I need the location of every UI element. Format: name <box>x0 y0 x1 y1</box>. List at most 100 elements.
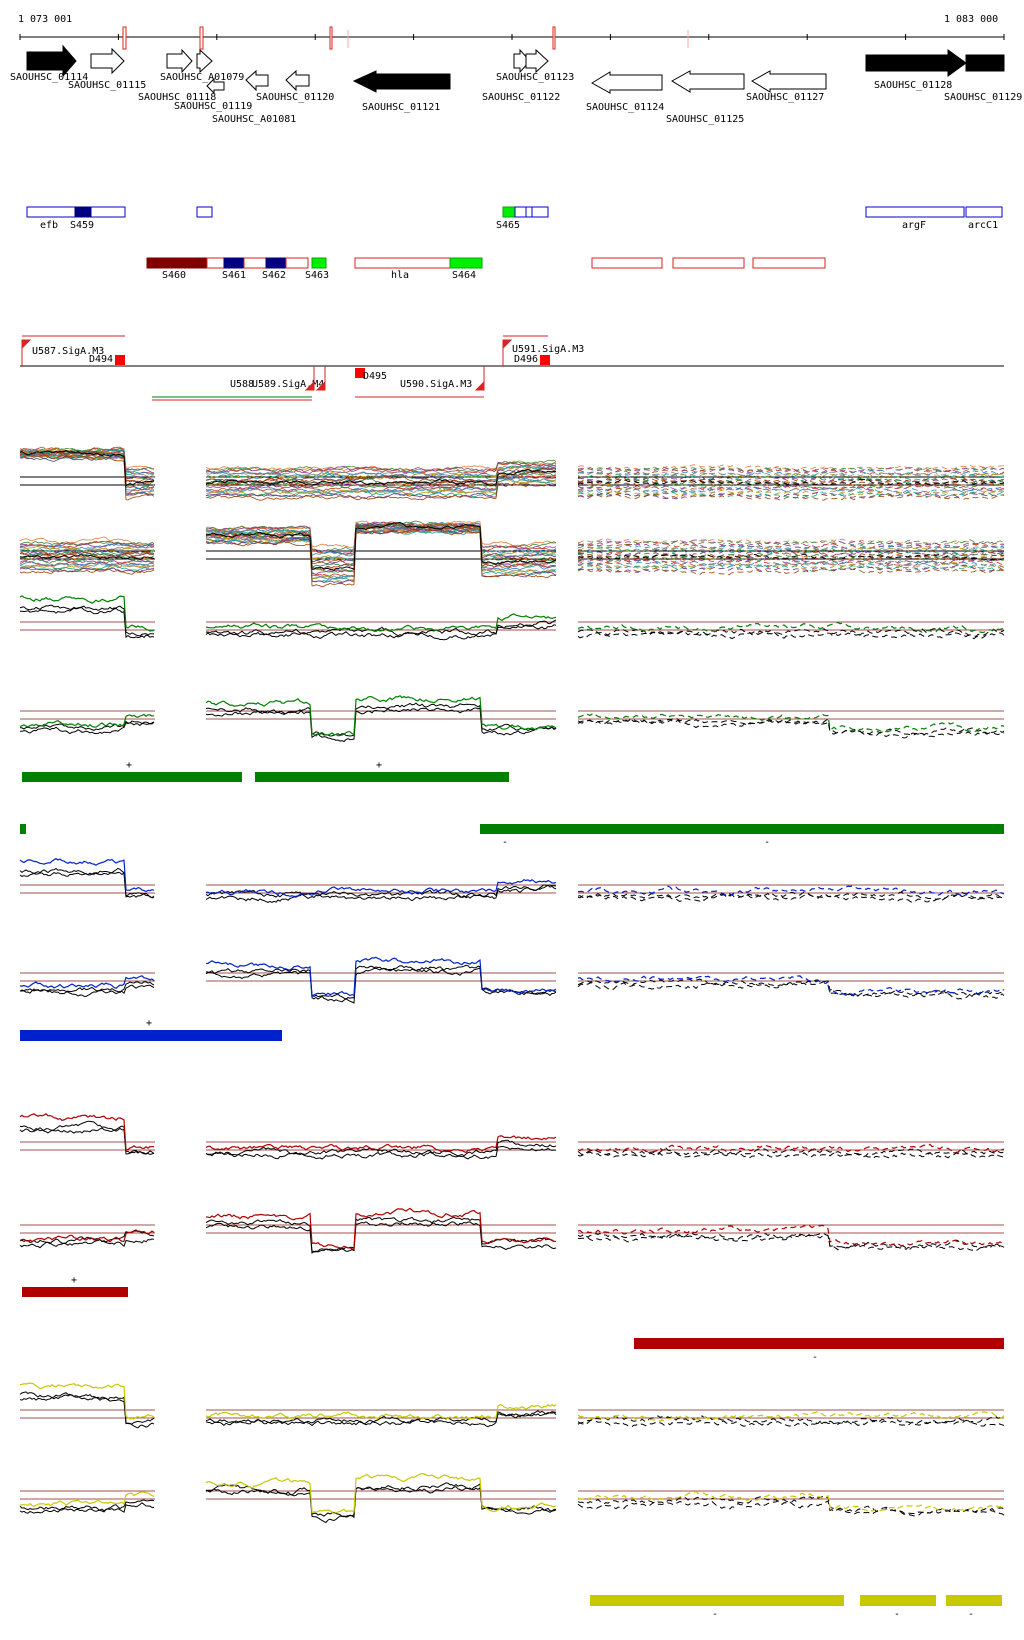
gene-arrow-01129[interactable] <box>965 54 1005 72</box>
condition-mark-yellow-2: - <box>894 1609 900 1620</box>
segment-r2[interactable] <box>672 257 745 269</box>
coord-start: 1 073 001 <box>18 14 72 25</box>
expression-panel <box>19 694 1005 743</box>
segment-r3[interactable] <box>752 257 826 269</box>
gene-label-01120: SAOUHSC_01120 <box>256 92 334 103</box>
condition-bar-blue-1[interactable] <box>20 1030 282 1041</box>
promoter-label-U588: U588 <box>230 379 254 390</box>
expression-panel <box>19 446 1005 501</box>
expression-tracks <box>19 446 1005 1524</box>
condition-mark-yellow-1: - <box>712 1609 718 1620</box>
gene-arrow-01124[interactable] <box>591 71 663 94</box>
expression-panel <box>19 520 1005 588</box>
gene-label-01128: SAOUHSC_01128 <box>874 80 952 91</box>
gene-label-A01079: SAOUHSC_A01079 <box>160 72 244 83</box>
gene-arrow-01128[interactable] <box>865 49 967 77</box>
segment-label-S459: S459 <box>70 220 94 231</box>
gene-track: SAOUHSC_01114 SAOUHSC_01115 SAOUHSC_0111… <box>10 44 1022 125</box>
gene-label-A01081: SAOUHSC_A01081 <box>212 114 296 125</box>
segment-arcC1[interactable] <box>965 206 1003 218</box>
expression-panel <box>19 1472 1005 1524</box>
terminator-label-D496: D496 <box>514 354 538 365</box>
terminator-label-D494: D494 <box>89 354 113 365</box>
gene-label-01127: SAOUHSC_01127 <box>746 92 824 103</box>
condition-bar-yellow-1[interactable] <box>590 1595 844 1606</box>
promoter-label-U589: U589.SigA.M4 <box>252 379 324 390</box>
gene-label-01123: SAOUHSC_01123 <box>496 72 574 83</box>
condition-mark-red-2: - <box>812 1352 818 1363</box>
expression-panel <box>19 595 1005 641</box>
condition-bars: + + - - + + - - - - <box>20 760 1004 1620</box>
condition-bar-red-1[interactable] <box>22 1287 128 1297</box>
gene-label-01129: SAOUHSC_01129 <box>944 92 1022 103</box>
condition-bar-green-1[interactable] <box>22 772 242 782</box>
condition-bar-yellow-3[interactable] <box>946 1595 1002 1606</box>
gene-arrow-01120[interactable] <box>285 69 310 92</box>
gene-arrow-01114[interactable] <box>26 44 77 78</box>
segment-track-plus: efb S459 S465 argF arcC1 <box>26 206 1003 231</box>
segment-S464[interactable] <box>449 257 483 269</box>
condition-bar-green-4[interactable] <box>480 824 1004 834</box>
segment-label-arcC1: arcC1 <box>968 220 998 231</box>
segment-hla[interactable] <box>354 257 451 269</box>
segment-label-S464: S464 <box>452 270 476 281</box>
terminator-D494[interactable] <box>115 355 125 365</box>
condition-mark-blue-1: + <box>146 1018 152 1029</box>
promoter-label-U590: U590.SigA.M3 <box>400 379 472 390</box>
segment-argF[interactable] <box>865 206 965 218</box>
segment-label-S460: S460 <box>162 270 186 281</box>
gene-label-01125: SAOUHSC_01125 <box>666 114 744 125</box>
promoter-track: U587.SigA.M3 D494 U588 U589.SigA.M4 D495… <box>20 335 1004 401</box>
segment-S461[interactable] <box>223 257 245 269</box>
segment-label-S462: S462 <box>262 270 286 281</box>
segment-S463[interactable] <box>311 257 327 269</box>
segment-small[interactable] <box>196 206 213 218</box>
segment-label-S465: S465 <box>496 220 520 231</box>
segment-label-S461: S461 <box>222 270 246 281</box>
segment-S459[interactable] <box>74 206 92 218</box>
condition-bar-green-3[interactable] <box>20 824 26 834</box>
segment-S462[interactable] <box>265 257 287 269</box>
gene-arrow-01115[interactable] <box>90 47 125 75</box>
terminator-D495[interactable] <box>355 368 365 378</box>
coordinate-ruler: 1 073 001 1 083 000 <box>18 14 1005 50</box>
gene-arrow-01123[interactable] <box>525 48 549 74</box>
expression-panel <box>19 1382 1005 1429</box>
gene-label-01115: SAOUHSC_01115 <box>68 80 146 91</box>
gene-arrow-01125[interactable] <box>671 70 745 93</box>
gene-label-01122: SAOUHSC_01122 <box>482 92 560 103</box>
condition-bar-yellow-2[interactable] <box>860 1595 936 1606</box>
promoter-label-U591: U591.SigA.M3 <box>512 344 584 355</box>
segment-label-efb: efb <box>40 220 58 231</box>
gene-arrow-01127[interactable] <box>751 70 827 93</box>
gene-label-01118: SAOUHSC_01118 <box>138 92 216 103</box>
segment-track-minus: S460 S461 S462 S463 hla S464 <box>146 257 826 281</box>
terminator-label-D495: D495 <box>363 371 387 382</box>
segment-r1[interactable] <box>591 257 663 269</box>
terminator-D496[interactable] <box>540 355 550 365</box>
gene-arrow-01118[interactable] <box>166 48 193 74</box>
condition-mark-green-4: - <box>764 837 770 848</box>
condition-bar-green-2[interactable] <box>255 772 509 782</box>
condition-bar-red-2[interactable] <box>634 1338 1004 1349</box>
condition-mark-green-3: - <box>502 837 508 848</box>
segment-S465[interactable] <box>502 206 516 218</box>
gene-label-01119: SAOUHSC_01119 <box>174 101 252 112</box>
expression-panel <box>19 857 1005 904</box>
coord-end: 1 083 000 <box>944 14 998 25</box>
gene-label-01121: SAOUHSC_01121 <box>362 102 440 113</box>
gene-arrow-01119[interactable] <box>206 77 225 95</box>
gene-arrow-A01081[interactable] <box>245 69 269 92</box>
condition-mark-green-1: + <box>126 760 132 771</box>
condition-mark-green-2: + <box>376 760 382 771</box>
segment-label-hla: hla <box>391 270 409 281</box>
condition-mark-red-1: + <box>71 1275 77 1286</box>
gene-arrow-01122[interactable] <box>513 48 531 74</box>
segment-S460[interactable] <box>146 257 208 269</box>
promoter-label-U587: U587.SigA.M3 <box>32 346 104 357</box>
expression-panel <box>19 1207 1005 1254</box>
expression-panel <box>19 1113 1005 1160</box>
gene-arrow-01121[interactable] <box>352 70 451 93</box>
gene-arrow-A01079[interactable] <box>196 48 213 74</box>
